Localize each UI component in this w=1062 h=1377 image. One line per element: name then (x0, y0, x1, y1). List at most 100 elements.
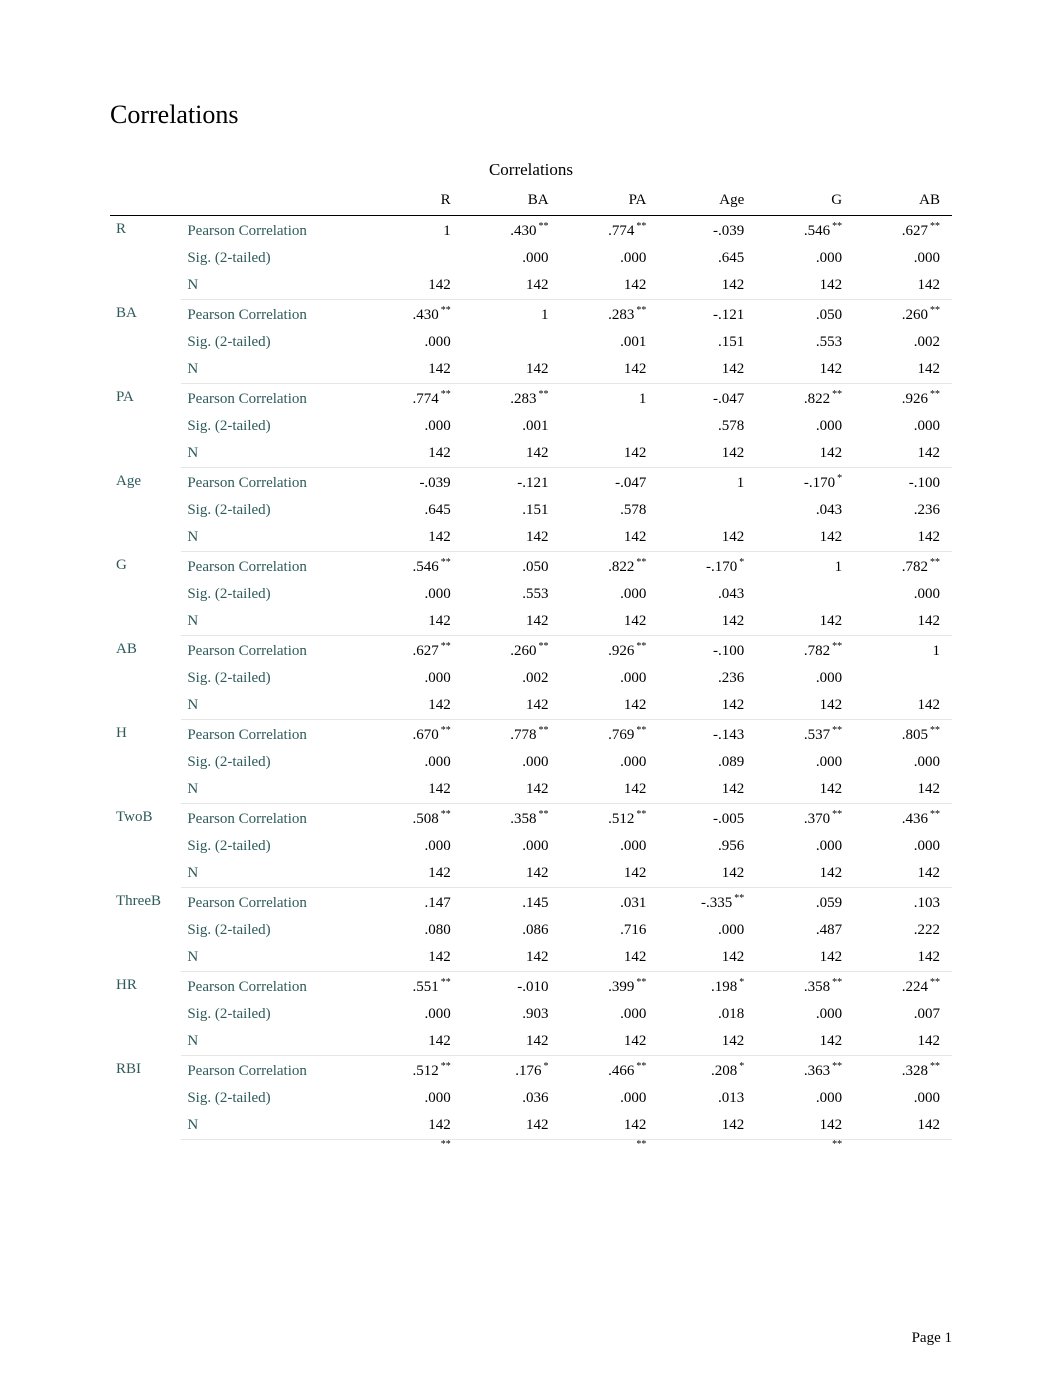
pearson-cell: -.047 (561, 468, 659, 498)
table-row: Sig. (2-tailed).000.001.578.000.000 (110, 413, 952, 440)
sig-cell: .000 (365, 1001, 463, 1028)
n-cell: 142 (463, 272, 561, 300)
row-var-label: Age (110, 468, 181, 552)
sig-cell: .000 (365, 329, 463, 356)
row-var-label: PA (110, 384, 181, 468)
n-cell: 142 (854, 440, 952, 468)
sig-cell: .000 (658, 917, 756, 944)
sig-cell: .000 (561, 1085, 659, 1112)
row-stat-label: N (181, 692, 364, 720)
n-cell: 142 (463, 356, 561, 384)
n-cell: 142 (854, 776, 952, 804)
header-blank-stat (181, 186, 364, 216)
sig-cell: .222 (854, 917, 952, 944)
n-cell: 142 (561, 524, 659, 552)
table-row: ThreeBPearson Correlation.147.145.031-.3… (110, 888, 952, 918)
n-cell: 142 (561, 440, 659, 468)
row-stat-label: N (181, 272, 364, 300)
pearson-cell: -.005 (658, 804, 756, 834)
row-stat-label: Pearson Correlation (181, 384, 364, 414)
pearson-cell: 1 (365, 216, 463, 246)
row-stat-label: Sig. (2-tailed) (181, 1001, 364, 1028)
col-header: BA (463, 186, 561, 216)
n-cell: 142 (756, 692, 854, 720)
pearson-cell: .546** (756, 216, 854, 246)
n-cell: 142 (463, 524, 561, 552)
table-row: N142142142142142142 (110, 608, 952, 636)
pearson-cell: .782** (756, 636, 854, 666)
sig-cell: .000 (854, 833, 952, 860)
table-row: Sig. (2-tailed).000.000.000.089.000.000 (110, 749, 952, 776)
n-cell: 142 (658, 608, 756, 636)
sig-cell: .000 (463, 833, 561, 860)
table-row: N142142142142142142 (110, 440, 952, 468)
sig-cell: .000 (756, 665, 854, 692)
pearson-cell: .466** (561, 1056, 659, 1086)
n-cell: 142 (756, 1028, 854, 1056)
sig-cell: .000 (365, 833, 463, 860)
n-cell: 142 (365, 860, 463, 888)
sig-cell: .007 (854, 1001, 952, 1028)
table-row: N142142142142142142 (110, 1112, 952, 1140)
n-cell: 142 (854, 356, 952, 384)
pearson-cell: .782** (854, 552, 952, 582)
table-row: AgePearson Correlation-.039-.121-.0471-.… (110, 468, 952, 498)
sig-cell: .000 (756, 749, 854, 776)
sig-cell: .001 (561, 329, 659, 356)
row-var-label: RBI (110, 1056, 181, 1140)
row-stat-label: N (181, 356, 364, 384)
n-cell: 142 (756, 860, 854, 888)
sig-cell: .000 (365, 413, 463, 440)
pearson-cell: .198* (658, 972, 756, 1002)
col-header: G (756, 186, 854, 216)
sig-cell: .716 (561, 917, 659, 944)
row-stat-label: N (181, 1112, 364, 1140)
pearson-cell: .260** (463, 636, 561, 666)
n-cell: 142 (561, 776, 659, 804)
sig-cell: .000 (365, 581, 463, 608)
pearson-cell: 1 (463, 300, 561, 330)
sig-cell (854, 665, 952, 692)
n-cell: 142 (365, 608, 463, 636)
table-row: RBIPearson Correlation.512**.176*.466**.… (110, 1056, 952, 1086)
n-cell: 142 (463, 692, 561, 720)
n-cell: 142 (365, 440, 463, 468)
table-row: Sig. (2-tailed).080.086.716.000.487.222 (110, 917, 952, 944)
row-stat-label: Pearson Correlation (181, 300, 364, 330)
pearson-cell: .358** (463, 804, 561, 834)
row-stat-label: Sig. (2-tailed) (181, 665, 364, 692)
sig-cell: .000 (365, 665, 463, 692)
sig-cell (658, 497, 756, 524)
pearson-cell: .778** (463, 720, 561, 750)
sig-cell: .001 (463, 413, 561, 440)
n-cell: 142 (365, 944, 463, 972)
n-cell: 142 (756, 944, 854, 972)
row-stat-label: N (181, 776, 364, 804)
col-header: R (365, 186, 463, 216)
n-cell: 142 (658, 524, 756, 552)
table-row: HRPearson Correlation.551**-.010.399**.1… (110, 972, 952, 1002)
sig-cell: .000 (365, 1085, 463, 1112)
n-cell: 142 (756, 440, 854, 468)
n-cell: 142 (854, 1112, 952, 1140)
n-cell: 142 (561, 860, 659, 888)
row-stat-label: Sig. (2-tailed) (181, 581, 364, 608)
pearson-cell: .031 (561, 888, 659, 918)
sig-cell: .553 (756, 329, 854, 356)
pearson-cell: -.143 (658, 720, 756, 750)
n-cell: 142 (463, 440, 561, 468)
pearson-cell: .627** (365, 636, 463, 666)
n-cell: 142 (365, 1028, 463, 1056)
sig-cell: .553 (463, 581, 561, 608)
sig-cell: .000 (854, 413, 952, 440)
n-cell: 142 (561, 944, 659, 972)
pearson-cell: .436** (854, 804, 952, 834)
col-header: AB (854, 186, 952, 216)
pearson-cell: -.121 (658, 300, 756, 330)
n-cell: 142 (365, 1112, 463, 1140)
sig-cell (561, 413, 659, 440)
n-cell: 142 (463, 944, 561, 972)
pearson-cell: .260** (854, 300, 952, 330)
table-row: HPearson Correlation.670**.778**.769**-.… (110, 720, 952, 750)
pearson-cell: .822** (561, 552, 659, 582)
